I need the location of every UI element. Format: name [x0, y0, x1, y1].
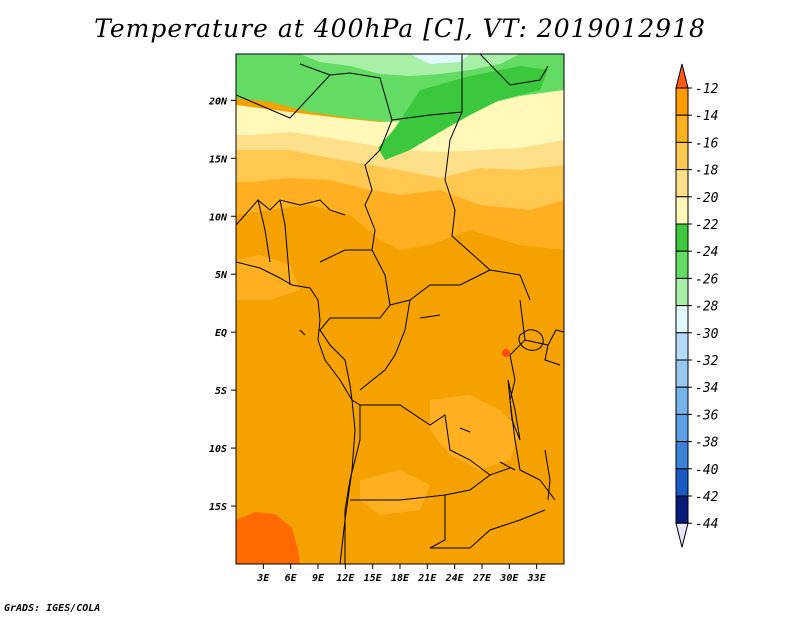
chart-title: Temperature at 400hPa [C], VT: 201901291…: [94, 14, 706, 43]
colorbar-label: -18: [695, 164, 719, 179]
border-lines-south: [344, 405, 546, 564]
country-borders: [236, 54, 564, 564]
border-lines-congo: [319, 299, 511, 476]
colorbar-label: -34: [695, 381, 718, 396]
lon-tick-label: 9E: [312, 573, 325, 584]
colorbar-swatch: [675, 386, 689, 415]
colorbar-swatch: [675, 495, 689, 524]
map-axes: 3E 6E 9E 12E 15E 18E 21E 24E 27E 30E 33E 20N 15N 10N 5…: [208, 96, 547, 584]
colorbar-label: -16: [695, 136, 719, 151]
colorbar-swatch: [675, 441, 689, 470]
colorbar-label: -26: [695, 272, 719, 287]
colorbar-label: -42: [695, 490, 719, 505]
lat-tick-label: 15S: [209, 502, 227, 513]
lat-tick-label: 10N: [209, 212, 228, 223]
coastline-west: [236, 261, 356, 564]
field-green-dark: [378, 66, 548, 160]
colorbar-swatch: [675, 196, 689, 225]
colorbar-label: -24: [695, 245, 718, 260]
temperature-field: [236, 54, 564, 564]
field-cyan-spot: [410, 54, 470, 64]
colorbar-label: -44: [695, 517, 718, 532]
colorbar-label: -38: [695, 436, 719, 451]
lon-tick-label: 33E: [527, 573, 547, 584]
red-sea-coast: [479, 54, 549, 86]
lake-victoria: [518, 329, 544, 351]
lon-tick-label: 6E: [285, 573, 298, 584]
border-lines-west-africa: [236, 199, 346, 286]
lon-tick-label: 27E: [472, 573, 492, 584]
field-red-spot: [502, 349, 510, 357]
colorbar-bottom-arrow: [675, 522, 689, 548]
colorbar-label: -36: [695, 408, 719, 423]
border-lines-sahel: [299, 54, 531, 301]
lat-tick-label: 10S: [209, 444, 227, 455]
lat-tick-label: 5S: [215, 386, 227, 397]
colorbar-swatch: [675, 141, 689, 171]
colorbar-swatch: [675, 223, 689, 252]
colorbar-swatch: [675, 359, 689, 388]
colorbar-label: -12: [695, 82, 719, 97]
colorbar-swatch: [675, 277, 689, 307]
colorbar-label: -20: [695, 191, 719, 206]
lake-tanganyika: [507, 379, 521, 441]
colorbar-label: -32: [695, 354, 719, 369]
colorbar-swatch: [675, 250, 689, 279]
lat-tick-label: 5N: [215, 270, 228, 281]
colorbar-top-arrow: [675, 63, 689, 89]
colorbar: -12 -14 -16 -18 -20 -22 -24 -26 -28 -30 -32 -34 -36 -…: [675, 63, 719, 548]
lon-tick-label: 15E: [364, 573, 383, 584]
border-lines-north: [236, 72, 393, 263]
lon-tick-label: 18E: [391, 573, 410, 584]
field-orange-light-patch-south: [360, 470, 430, 515]
lat-tick-label: 20N: [208, 96, 228, 107]
grads-credit: GrADS: IGES/COLA: [4, 603, 101, 614]
colorbar-label: -22: [695, 218, 719, 233]
colorbar-swatch: [675, 169, 689, 198]
colorbar-label: -28: [695, 300, 719, 315]
colorbar-label: -40: [695, 463, 719, 478]
colorbar-swatch: [675, 114, 689, 143]
colorbar-swatch: [675, 332, 689, 361]
field-green-light: [300, 54, 520, 76]
lon-tick-label: 24E: [445, 573, 465, 584]
colorbar-label: -30: [695, 327, 719, 342]
field-orange-dark-sw: [236, 512, 300, 564]
lat-tick-label: 15N: [209, 154, 228, 165]
colorbar-swatch: [675, 468, 689, 497]
colorbar-label: -14: [695, 109, 718, 124]
lon-tick-label: 30E: [499, 573, 519, 584]
lon-tick-label: 3E: [256, 573, 270, 584]
colorbar-swatch: [675, 87, 689, 116]
lon-tick-label: 12E: [336, 573, 355, 584]
colorbar-swatch: [675, 413, 689, 443]
colorbar-swatch: [675, 305, 689, 334]
lake-malawi: [544, 449, 551, 501]
lon-tick-label: 21E: [417, 573, 437, 584]
lat-tick-label: EQ: [215, 328, 227, 339]
river-lines: [299, 314, 516, 471]
